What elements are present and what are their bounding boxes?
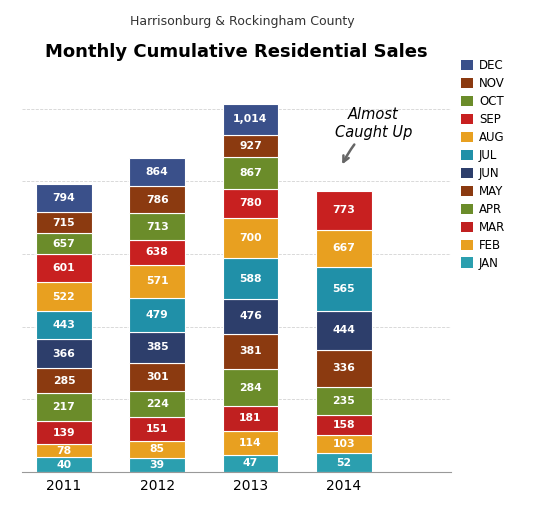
- Text: 638: 638: [146, 247, 169, 258]
- Bar: [223, 259, 278, 299]
- Text: 103: 103: [332, 439, 355, 449]
- Text: 224: 224: [146, 399, 169, 409]
- Bar: [36, 282, 92, 311]
- Bar: [36, 212, 92, 233]
- Bar: [36, 339, 92, 368]
- Text: 1,014: 1,014: [233, 114, 268, 125]
- Bar: [129, 298, 185, 332]
- Text: 181: 181: [239, 413, 262, 423]
- Bar: [36, 233, 92, 254]
- Text: 601: 601: [53, 263, 75, 273]
- Text: 479: 479: [146, 310, 169, 320]
- Text: 565: 565: [332, 284, 355, 294]
- Bar: [316, 435, 372, 453]
- Text: 217: 217: [53, 402, 75, 412]
- Bar: [316, 415, 372, 435]
- Bar: [223, 189, 278, 218]
- Text: 927: 927: [239, 141, 262, 151]
- Text: 522: 522: [53, 292, 75, 302]
- Bar: [223, 135, 278, 157]
- Bar: [223, 157, 278, 189]
- Bar: [129, 240, 185, 265]
- Text: 151: 151: [146, 424, 168, 434]
- Bar: [129, 332, 185, 363]
- Bar: [223, 406, 278, 430]
- Bar: [129, 213, 185, 240]
- Bar: [223, 218, 278, 259]
- Text: 588: 588: [239, 274, 262, 284]
- Bar: [316, 230, 372, 267]
- Bar: [36, 422, 92, 444]
- Text: 284: 284: [239, 383, 262, 392]
- Bar: [36, 444, 92, 458]
- Text: 47: 47: [243, 459, 258, 468]
- Text: Almost
Caught Up: Almost Caught Up: [335, 107, 412, 162]
- Text: 158: 158: [333, 420, 355, 429]
- Text: 285: 285: [53, 376, 75, 386]
- Bar: [223, 455, 278, 472]
- Bar: [316, 191, 372, 230]
- Bar: [36, 368, 92, 393]
- Text: 476: 476: [239, 311, 262, 321]
- Text: 444: 444: [332, 325, 355, 336]
- Bar: [223, 333, 278, 369]
- Bar: [129, 363, 185, 390]
- Text: 864: 864: [146, 167, 169, 177]
- Bar: [223, 299, 278, 333]
- Bar: [129, 158, 185, 187]
- Bar: [316, 311, 372, 350]
- Text: 773: 773: [332, 206, 355, 215]
- Text: 385: 385: [146, 342, 168, 352]
- Bar: [36, 254, 92, 282]
- Text: 780: 780: [239, 198, 262, 208]
- Text: 867: 867: [239, 168, 262, 178]
- Text: 571: 571: [146, 277, 168, 286]
- Text: 443: 443: [53, 320, 75, 330]
- Text: 667: 667: [332, 243, 355, 253]
- Text: 657: 657: [53, 239, 75, 248]
- Bar: [316, 453, 372, 472]
- Bar: [223, 104, 278, 135]
- Text: 78: 78: [57, 445, 72, 456]
- Text: 794: 794: [53, 193, 75, 203]
- Text: 40: 40: [57, 460, 72, 470]
- Bar: [316, 387, 372, 415]
- Text: 301: 301: [146, 371, 168, 382]
- Text: 85: 85: [150, 444, 165, 455]
- Bar: [129, 441, 185, 458]
- Text: 700: 700: [239, 233, 262, 243]
- Bar: [36, 393, 92, 422]
- Bar: [36, 311, 92, 339]
- Text: 114: 114: [239, 438, 262, 448]
- Bar: [223, 369, 278, 406]
- Bar: [36, 184, 92, 212]
- Text: 381: 381: [239, 346, 262, 356]
- Text: 713: 713: [146, 222, 169, 232]
- Legend: DEC, NOV, OCT, SEP, AUG, JUL, JUN, MAY, APR, MAR, FEB, JAN: DEC, NOV, OCT, SEP, AUG, JUL, JUN, MAY, …: [461, 60, 505, 270]
- Text: 366: 366: [53, 349, 75, 359]
- Bar: [129, 417, 185, 441]
- Bar: [129, 390, 185, 417]
- Text: Harrisonburg & Rockingham County: Harrisonburg & Rockingham County: [130, 15, 354, 28]
- Bar: [223, 430, 278, 455]
- Bar: [129, 265, 185, 298]
- Bar: [316, 350, 372, 387]
- Bar: [36, 458, 92, 472]
- Text: 336: 336: [332, 363, 355, 373]
- Text: 786: 786: [146, 195, 169, 205]
- Bar: [129, 187, 185, 213]
- Bar: [316, 267, 372, 311]
- Title: Monthly Cumulative Residential Sales: Monthly Cumulative Residential Sales: [45, 44, 428, 62]
- Text: 139: 139: [53, 427, 75, 438]
- Text: 39: 39: [150, 460, 165, 470]
- Text: 52: 52: [336, 458, 351, 467]
- Bar: [129, 458, 185, 472]
- Text: 235: 235: [332, 396, 355, 406]
- Text: 715: 715: [53, 218, 75, 228]
